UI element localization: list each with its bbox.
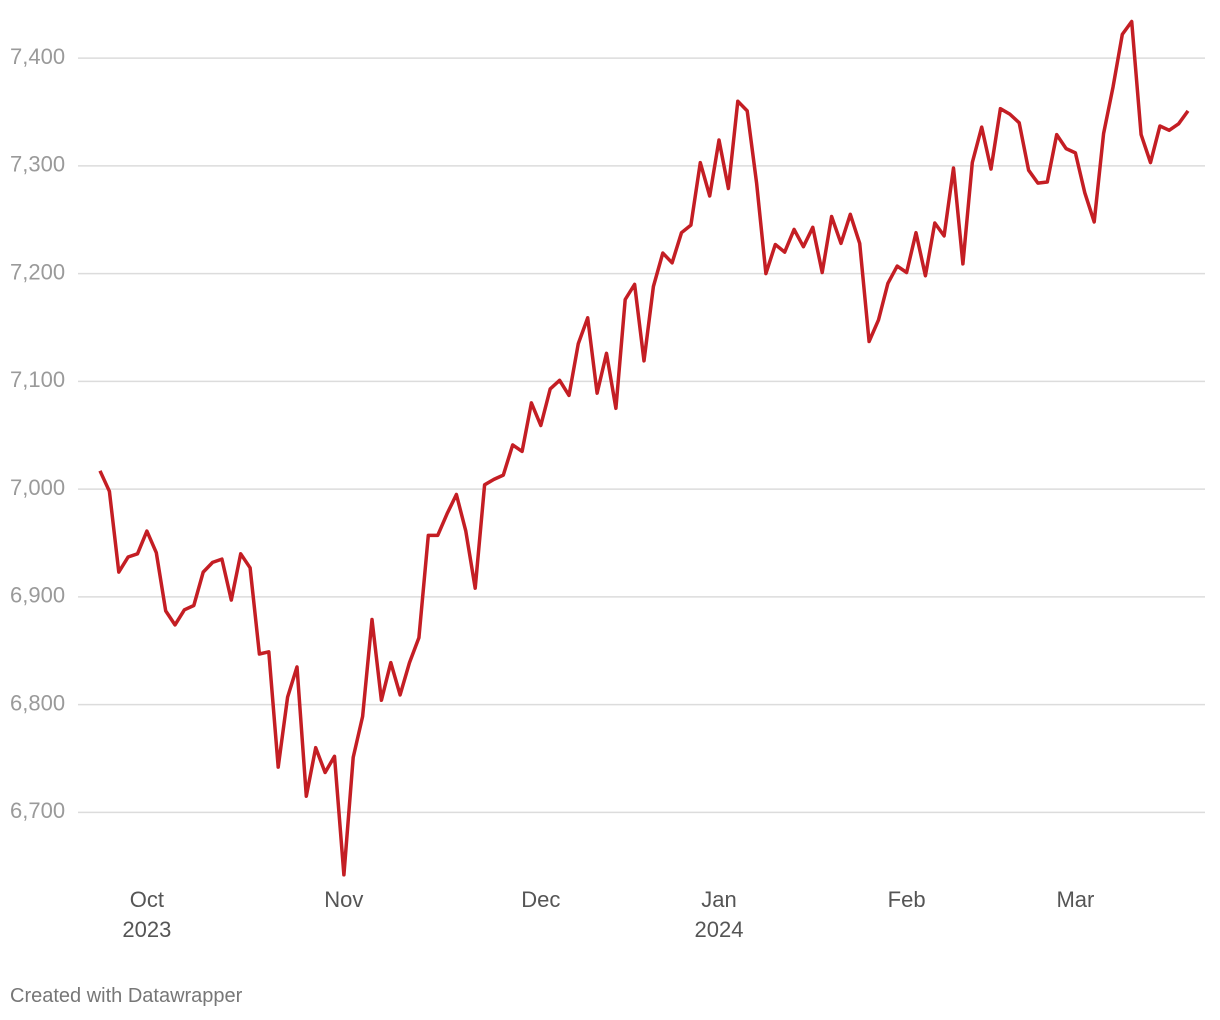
x-tick-label: Nov	[324, 887, 364, 912]
y-tick-label: 6,900	[10, 583, 65, 608]
x-tick-label: Oct 2023	[122, 887, 172, 942]
y-tick-label: 6,800	[10, 690, 65, 715]
line	[98, 19, 1190, 877]
y-tick-label: 7,200	[10, 259, 65, 284]
y-tick-label: 7,000	[10, 475, 65, 500]
x-tick-label: Jan 2024	[694, 887, 744, 942]
y-tick-label: 7,300	[10, 152, 65, 177]
y-tick-label: 6,700	[10, 798, 65, 823]
y-tick-label: 7,400	[10, 44, 65, 69]
credit: Created with Datawrapper	[10, 985, 243, 1007]
x-tick-label: Feb	[887, 887, 926, 912]
y-tick-label: 7,100	[10, 367, 65, 392]
x-tick-label: Mar	[1056, 887, 1095, 912]
x-tick-label: Dec	[521, 887, 561, 912]
